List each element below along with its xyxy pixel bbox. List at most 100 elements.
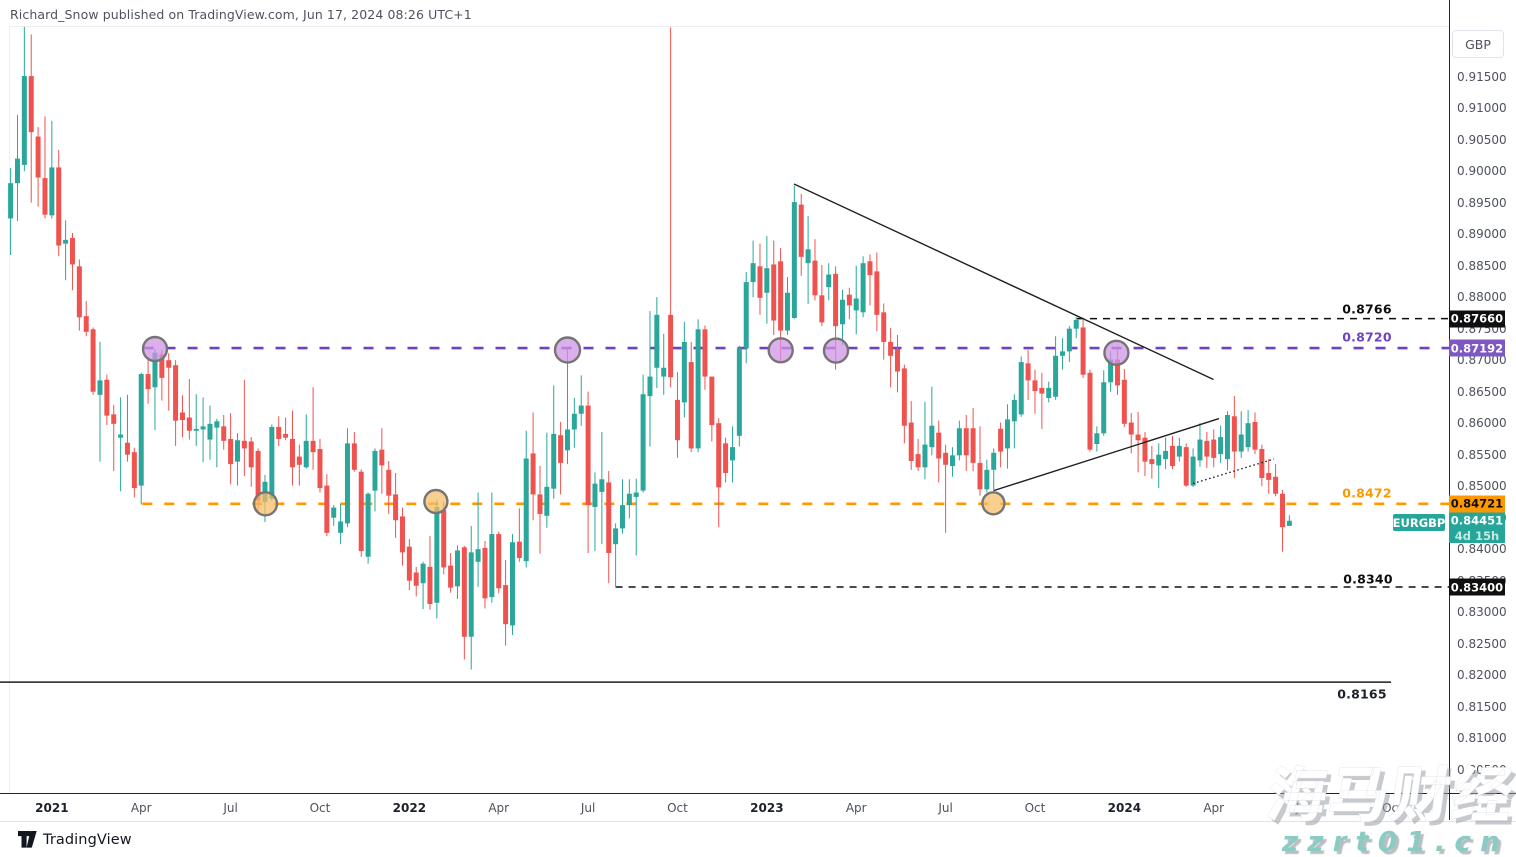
time-tick-Apr-123: Apr <box>845 800 867 815</box>
time-tick-Jul-32: Jul <box>223 800 238 815</box>
candle-183 <box>1266 459 1272 494</box>
candle-90 <box>626 479 632 519</box>
candle-175 <box>1211 429 1217 468</box>
price-tick-0.85500: 0.85500 <box>1457 447 1507 462</box>
marker-circle-3[interactable] <box>822 337 850 364</box>
candle-102 <box>709 376 715 442</box>
candle-152 <box>1053 336 1059 400</box>
candle-22 <box>159 350 165 401</box>
horizontal-level-lines <box>0 317 1449 683</box>
price-tick-0.88000: 0.88000 <box>1457 290 1507 305</box>
candle-65 <box>454 545 460 599</box>
price-tick-0.86000: 0.86000 <box>1457 416 1507 431</box>
candle-129 <box>894 335 900 393</box>
candle-135 <box>936 420 942 483</box>
marker-circle-1[interactable] <box>553 336 582 364</box>
candle-118 <box>819 265 825 327</box>
candle-174 <box>1204 432 1210 468</box>
candle-145 <box>1004 404 1010 469</box>
time-tick-Oct-45: Oct <box>309 800 331 815</box>
candle-123 <box>853 265 859 335</box>
price-tick-0.89000: 0.89000 <box>1457 227 1507 242</box>
attribution-text: Richard_Snow published on TradingView.co… <box>10 7 472 22</box>
candle-48 <box>338 503 344 545</box>
price-tick-0.86500: 0.86500 <box>1457 384 1507 399</box>
watermark-url-text: zzrt01.cn <box>1282 825 1509 857</box>
candle-83 <box>578 375 584 426</box>
price-tick-0.91000: 0.91000 <box>1457 101 1507 116</box>
candle-155 <box>1073 316 1079 339</box>
candle-140 <box>970 408 976 472</box>
candle-72 <box>503 559 509 646</box>
marker-circle-0[interactable] <box>141 335 169 363</box>
tradingview-logo-text: TradingView <box>43 831 132 848</box>
candle-107 <box>743 272 749 364</box>
candle-139 <box>963 415 969 472</box>
candle-122 <box>846 287 852 320</box>
candle-109 <box>757 243 763 315</box>
candle-150 <box>1039 372 1045 429</box>
candle-110 <box>764 236 770 324</box>
candle-126 <box>874 252 880 332</box>
symbol-badge: EURGBP <box>1392 514 1446 531</box>
candle-182 <box>1259 444 1265 487</box>
currency-toggle-button[interactable]: GBP <box>1452 30 1504 58</box>
candle-142 <box>984 459 990 493</box>
marker-circle-2[interactable] <box>767 337 794 364</box>
candle-50 <box>351 432 357 472</box>
candle-128 <box>888 328 894 388</box>
candlestick-chart[interactable] <box>0 0 1449 793</box>
candle-125 <box>867 254 873 306</box>
circle-markers-layer <box>141 335 1130 517</box>
candle-117 <box>812 239 818 301</box>
price-tick-0.89500: 0.89500 <box>1457 195 1507 210</box>
price-tick-0.80500: 0.80500 <box>1457 762 1507 777</box>
candle-147 <box>1018 356 1024 417</box>
candle-14 <box>104 374 110 426</box>
candle-31 <box>221 415 227 450</box>
minor-dotted-trendline[interactable] <box>1192 458 1275 485</box>
marker-circle-5[interactable] <box>252 491 279 517</box>
candle-38 <box>269 424 275 501</box>
candle-39 <box>276 416 282 446</box>
price-badge-0.87660: 0.87660 <box>1449 310 1505 328</box>
candle-168 <box>1163 437 1169 470</box>
candle-51 <box>358 469 364 557</box>
candle-78 <box>544 432 550 528</box>
candle-87 <box>606 471 612 584</box>
candle-108 <box>750 240 756 298</box>
candle-6 <box>49 120 55 219</box>
candle-4 <box>35 127 41 207</box>
price-tick-0.83000: 0.83000 <box>1457 605 1507 620</box>
candle-127 <box>881 303 887 360</box>
candle-170 <box>1176 437 1182 462</box>
level-label-0.8720: 0.8720 <box>1342 329 1392 345</box>
candle-185 <box>1279 489 1285 552</box>
price-badge-0.83400: 0.83400 <box>1449 578 1505 596</box>
candle-138 <box>956 420 962 461</box>
time-tick-Jul-136: Jul <box>938 800 953 815</box>
watermark-glyph-shadow <box>1455 768 1516 825</box>
candle-67 <box>468 525 474 670</box>
candle-98 <box>681 321 687 418</box>
ascending-trendline[interactable] <box>993 417 1220 492</box>
candle-97 <box>674 372 680 458</box>
tradingview-logo[interactable]: TradingView <box>18 831 132 848</box>
candle-89 <box>619 479 625 534</box>
candle-73 <box>509 534 515 635</box>
time-tick-Oct-149: Oct <box>1024 800 1046 815</box>
candle-180 <box>1245 409 1251 452</box>
candle-33 <box>234 433 240 486</box>
candle-116 <box>805 215 811 305</box>
candle-70 <box>489 492 495 603</box>
descending-trendline[interactable] <box>793 183 1214 381</box>
candle-32 <box>228 413 234 485</box>
marker-circle-4[interactable] <box>1103 339 1130 366</box>
candle-2 <box>21 26 27 172</box>
candle-104 <box>723 437 729 483</box>
candle-99 <box>688 341 694 453</box>
marker-circle-6[interactable] <box>423 488 449 515</box>
candle-173 <box>1197 423 1203 467</box>
marker-circle-7[interactable] <box>981 491 1006 516</box>
candle-143 <box>991 448 997 492</box>
